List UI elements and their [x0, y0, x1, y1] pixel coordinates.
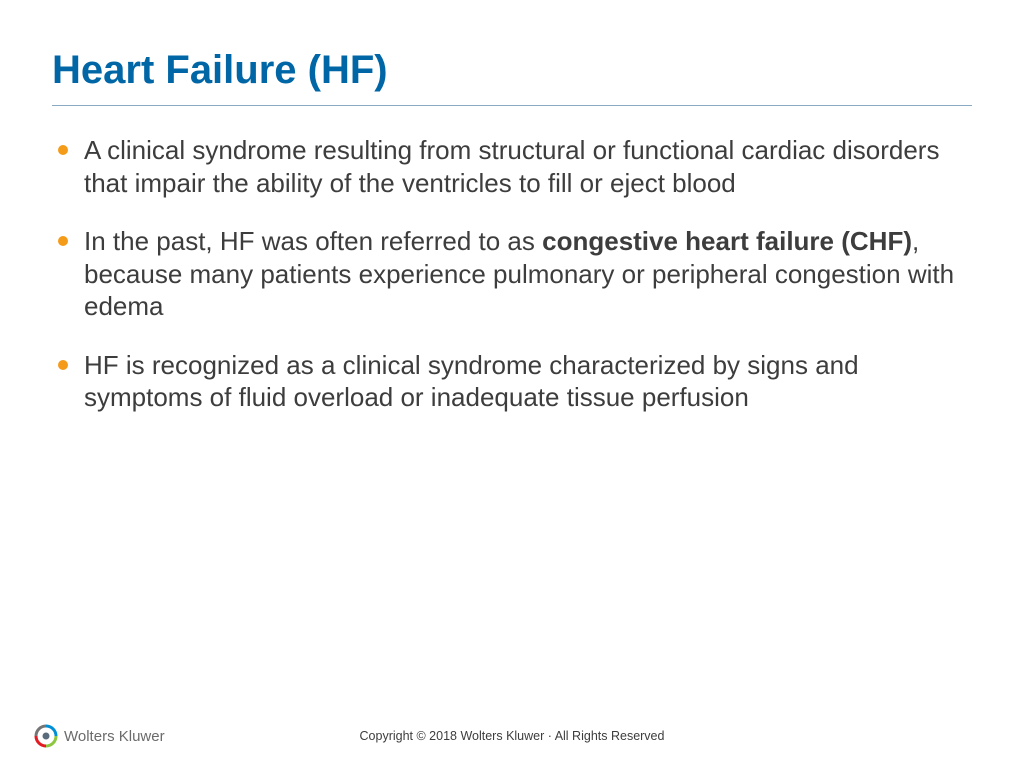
logo-icon — [34, 724, 58, 748]
slide-title: Heart Failure (HF) — [52, 48, 972, 93]
bullet-item: In the past, HF was often referred to as… — [52, 225, 972, 323]
publisher-logo: Wolters Kluwer — [34, 724, 165, 748]
logo-text: Wolters Kluwer — [64, 728, 165, 745]
bullet-text: A clinical syndrome resulting from struc… — [84, 135, 939, 198]
bullet-text: In the past, HF was often referred to as… — [84, 226, 954, 321]
copyright-text: Copyright © 2018 Wolters Kluwer · All Ri… — [360, 729, 665, 743]
bullet-text: HF is recognized as a clinical syndrome … — [84, 350, 859, 413]
bullet-item: A clinical syndrome resulting from struc… — [52, 134, 972, 199]
bullet-list: A clinical syndrome resulting from struc… — [52, 134, 972, 414]
slide-container: Heart Failure (HF) A clinical syndrome r… — [0, 0, 1024, 768]
title-divider — [52, 105, 972, 106]
bullet-item: HF is recognized as a clinical syndrome … — [52, 349, 972, 414]
slide-footer: Wolters Kluwer Copyright © 2018 Wolters … — [0, 724, 1024, 748]
